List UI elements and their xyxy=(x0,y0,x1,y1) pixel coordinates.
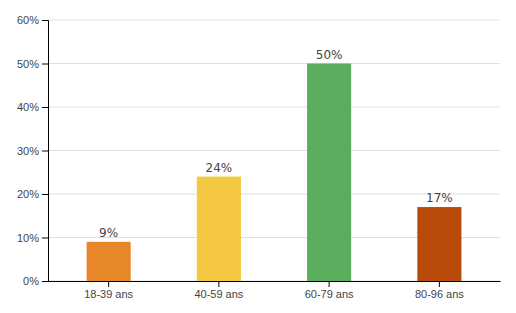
grid xyxy=(48,20,500,281)
y-tick-mark xyxy=(42,64,48,65)
y-tick: 50% xyxy=(17,58,48,70)
y-axis: 0% 10% 20% 30% 40% 50% 60% xyxy=(17,14,49,287)
y-tick-label: 50% xyxy=(17,58,39,70)
y-tick: 60% xyxy=(17,14,48,26)
x-axis-line xyxy=(49,281,501,282)
x-tick-mark xyxy=(108,281,109,287)
bar xyxy=(87,242,131,281)
bar xyxy=(307,64,351,282)
y-tick-mark xyxy=(42,194,48,195)
data-label: 17% xyxy=(426,191,453,205)
grid-line xyxy=(48,20,500,21)
y-tick: 40% xyxy=(17,101,48,113)
bars xyxy=(87,64,462,282)
plot: 0% 10% 20% 30% 40% 50% 60% 18-39 ans 40-59 ans 60… xyxy=(17,14,501,300)
grid-line xyxy=(48,150,500,151)
x-tick-mark xyxy=(329,281,330,287)
grid-line xyxy=(48,63,500,64)
y-tick-label: 0% xyxy=(23,275,39,287)
bar xyxy=(197,177,241,281)
x-tick-mark xyxy=(439,281,440,287)
y-tick-label: 10% xyxy=(17,232,39,244)
data-label: 50% xyxy=(316,48,343,62)
x-tick-label: 80-96 ans xyxy=(415,288,464,300)
y-tick-mark xyxy=(42,20,48,21)
y-tick-label: 30% xyxy=(17,145,39,157)
x-tick: 40-59 ans xyxy=(194,281,243,300)
y-axis-line xyxy=(42,21,49,282)
x-tick-label: 40-59 ans xyxy=(194,288,243,300)
y-tick-mark xyxy=(42,238,48,239)
x-tick-label: 60-79 ans xyxy=(305,288,354,300)
grid-line xyxy=(48,107,500,108)
y-tick: 10% xyxy=(17,232,48,244)
y-tick-mark xyxy=(42,281,48,282)
y-tick: 0% xyxy=(23,275,48,287)
x-axis: 18-39 ans 40-59 ans 60-79 ans 80-96 ans xyxy=(49,281,501,300)
data-label: 9% xyxy=(99,226,118,240)
x-tick-mark xyxy=(218,281,219,287)
y-tick-label: 40% xyxy=(17,101,39,113)
chart: 0% 10% 20% 30% 40% 50% 60% 18-39 ans 40-59 ans 60… xyxy=(0,0,516,313)
x-tick: 60-79 ans xyxy=(305,281,354,300)
data-label: 24% xyxy=(206,161,233,175)
x-tick: 18-39 ans xyxy=(84,281,133,300)
data-labels: 9% 24% 50% 17% xyxy=(99,48,453,240)
y-tick: 30% xyxy=(17,145,48,157)
y-tick: 20% xyxy=(17,188,48,200)
bar xyxy=(417,207,461,281)
y-tick-label: 20% xyxy=(17,188,39,200)
x-tick-label: 18-39 ans xyxy=(84,288,133,300)
y-tick-mark xyxy=(42,151,48,152)
y-tick-label: 60% xyxy=(17,14,39,26)
y-tick-mark xyxy=(42,107,48,108)
x-tick: 80-96 ans xyxy=(415,281,464,300)
